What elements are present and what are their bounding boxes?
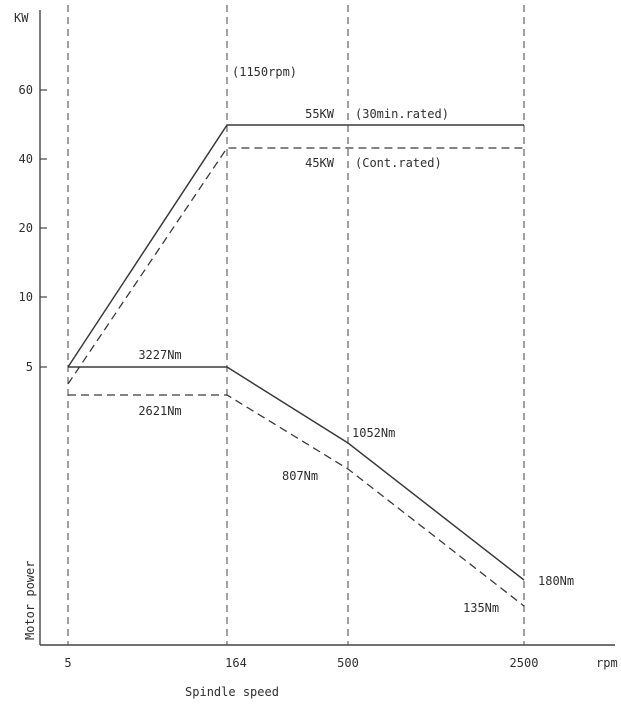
- y-unit-label: KW: [14, 11, 29, 25]
- y-tick-label-20: 20: [19, 221, 33, 235]
- power-30min-value: 55KW: [305, 107, 335, 121]
- x-tick-label-5: 5: [64, 656, 71, 670]
- y-axis-title: Motor power: [23, 561, 37, 640]
- y-tick-label-5: 5: [26, 360, 33, 374]
- y-tick-label-60: 60: [19, 83, 33, 97]
- torque-label-2621: 2621Nm: [138, 404, 181, 418]
- torque-label-3227: 3227Nm: [138, 348, 181, 362]
- power-cont-rating: (Cont.rated): [355, 156, 442, 170]
- power-30min-rating: (30min.rated): [355, 107, 449, 121]
- x-tick-label-500: 500: [337, 656, 359, 670]
- torque-cont-line: [68, 394, 525, 607]
- x-tick-label-2500: 2500: [510, 656, 539, 670]
- power-cont-line: [67, 147, 524, 385]
- y-tick-label-10: 10: [19, 290, 33, 304]
- y-tick-label-40: 40: [19, 152, 33, 166]
- power-cont-value: 45KW: [305, 156, 335, 170]
- torque-label-135: 135Nm: [463, 601, 499, 615]
- torque-label-807: 807Nm: [282, 469, 318, 483]
- torque-label-1052: 1052Nm: [352, 426, 395, 440]
- torque-30min-line: [68, 366, 525, 581]
- torque-label-180: 180Nm: [538, 574, 574, 588]
- speed-annotation: (1150rpm): [232, 65, 297, 79]
- x-axis-title: Spindle speed: [185, 685, 279, 699]
- power-30min-line: [67, 124, 524, 368]
- x-tick-label-164: 164: [225, 656, 247, 670]
- x-unit-label: rpm: [596, 656, 618, 670]
